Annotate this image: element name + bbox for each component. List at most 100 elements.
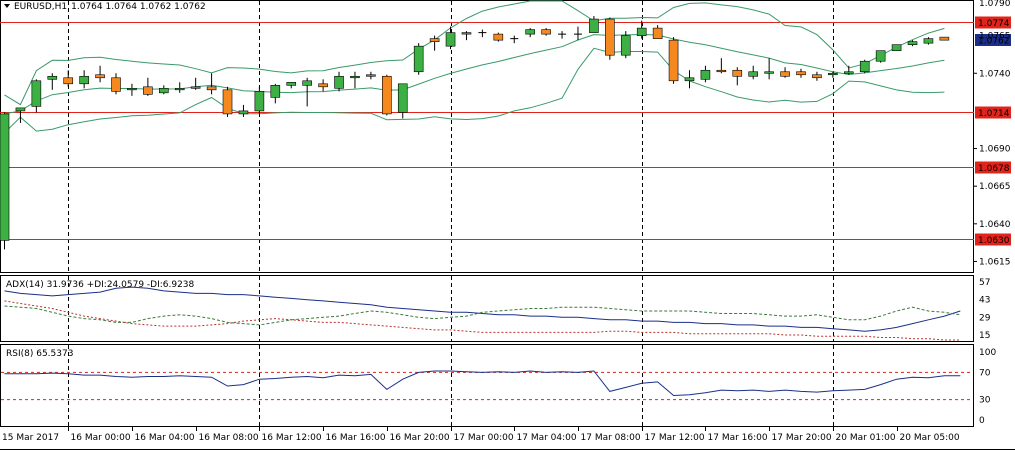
candle[interactable] xyxy=(843,65,854,75)
candle[interactable] xyxy=(525,28,535,38)
candle[interactable] xyxy=(939,36,950,41)
adx-line[interactable] xyxy=(4,286,961,332)
candle[interactable] xyxy=(79,70,89,89)
candle[interactable] xyxy=(47,73,58,90)
adx-panel[interactable] xyxy=(0,275,974,342)
candle[interactable] xyxy=(493,32,504,42)
candle[interactable] xyxy=(270,83,281,104)
candle[interactable] xyxy=(589,16,599,33)
adx-tick: 15 xyxy=(979,331,990,341)
candle-body xyxy=(684,77,695,82)
candle[interactable] xyxy=(828,71,838,78)
candle[interactable] xyxy=(63,70,74,87)
candle[interactable] xyxy=(0,112,10,250)
candle[interactable] xyxy=(143,77,153,96)
candle-body xyxy=(382,75,392,115)
candle-body xyxy=(47,75,58,80)
candle[interactable] xyxy=(111,73,121,95)
candle[interactable] xyxy=(558,31,567,39)
time-tick: 16 Mar 20:00 xyxy=(390,433,450,443)
candle[interactable] xyxy=(891,44,902,51)
candle[interactable] xyxy=(620,31,631,59)
price-panel[interactable] xyxy=(0,0,974,273)
candle[interactable] xyxy=(907,40,918,47)
time-tick: 16 Mar 12:00 xyxy=(262,433,322,443)
candle[interactable] xyxy=(780,67,790,78)
candle[interactable] xyxy=(875,50,886,63)
candle[interactable] xyxy=(716,58,727,74)
current-price-tag xyxy=(975,34,1011,46)
candle-body xyxy=(174,88,185,91)
triangle-down-icon[interactable] xyxy=(4,4,10,8)
rsi-tick: 0 xyxy=(979,416,985,426)
candle[interactable] xyxy=(748,65,759,80)
price-tick: 1.0665 xyxy=(979,182,1011,192)
candle[interactable] xyxy=(159,85,169,95)
minus-di-line[interactable] xyxy=(4,300,961,341)
candle[interactable] xyxy=(684,70,695,89)
level-tag-label-2: 1.0678 xyxy=(978,164,1010,174)
candle-body xyxy=(461,32,472,35)
candle[interactable] xyxy=(95,65,105,83)
price-tick-top: 1.0790 xyxy=(979,0,1011,9)
candle[interactable] xyxy=(413,43,424,75)
band-upper[interactable] xyxy=(4,0,945,106)
candle[interactable] xyxy=(238,104,249,117)
candle[interactable] xyxy=(174,82,185,93)
rsi-tick: 30 xyxy=(979,396,991,406)
candle[interactable] xyxy=(334,71,344,92)
level-tag-label-1: 1.0714 xyxy=(978,109,1010,119)
current-price-label: 1.0762 xyxy=(978,37,1010,47)
candle-body xyxy=(254,91,265,112)
candle[interactable] xyxy=(923,37,934,45)
candle-body xyxy=(143,86,153,95)
candle[interactable] xyxy=(732,67,743,86)
candle[interactable] xyxy=(461,31,472,41)
candle[interactable] xyxy=(366,71,376,80)
candle[interactable] xyxy=(382,74,392,116)
candle-body xyxy=(620,35,631,56)
candle[interactable] xyxy=(652,25,663,39)
candle[interactable] xyxy=(700,65,711,83)
candle[interactable] xyxy=(286,82,297,89)
candle[interactable] xyxy=(206,73,217,95)
candle[interactable] xyxy=(605,17,615,60)
candle[interactable] xyxy=(397,83,408,119)
candle[interactable] xyxy=(302,77,312,107)
candle[interactable] xyxy=(190,77,201,90)
candle-body xyxy=(350,75,360,79)
candle[interactable] xyxy=(445,26,456,50)
band-lower[interactable] xyxy=(4,47,945,134)
candle[interactable] xyxy=(812,71,822,81)
candle[interactable] xyxy=(254,86,265,114)
plus-di-line[interactable] xyxy=(4,305,961,326)
candle[interactable] xyxy=(222,86,233,117)
candle[interactable] xyxy=(318,79,328,92)
candle-body xyxy=(238,110,249,115)
candles xyxy=(0,16,950,250)
candle-body xyxy=(859,60,870,73)
candle[interactable] xyxy=(668,37,679,84)
candle[interactable] xyxy=(31,79,42,113)
candle[interactable] xyxy=(478,29,487,38)
candle[interactable] xyxy=(573,26,582,41)
candle[interactable] xyxy=(541,28,551,36)
candle[interactable] xyxy=(636,20,647,39)
svg-text:EURUSD,H11.0764 1.0764 1.0762: EURUSD,H1 1.0764 1.0764 1.0762 1.0762 xyxy=(14,2,206,12)
candle[interactable] xyxy=(127,83,137,96)
rsi-tick: 70 xyxy=(979,368,991,378)
candle[interactable] xyxy=(859,59,870,74)
candle[interactable] xyxy=(764,58,774,80)
candle-body xyxy=(31,80,42,107)
candle-body xyxy=(780,71,790,77)
candle[interactable] xyxy=(796,68,806,78)
rsi-line[interactable] xyxy=(4,370,961,397)
candle[interactable] xyxy=(350,71,360,89)
candle-body xyxy=(605,18,615,56)
candle-body xyxy=(79,75,89,85)
candle[interactable] xyxy=(510,35,519,44)
candle[interactable] xyxy=(429,35,440,51)
candle[interactable] xyxy=(15,107,26,123)
rsi-panel[interactable] xyxy=(0,344,974,427)
